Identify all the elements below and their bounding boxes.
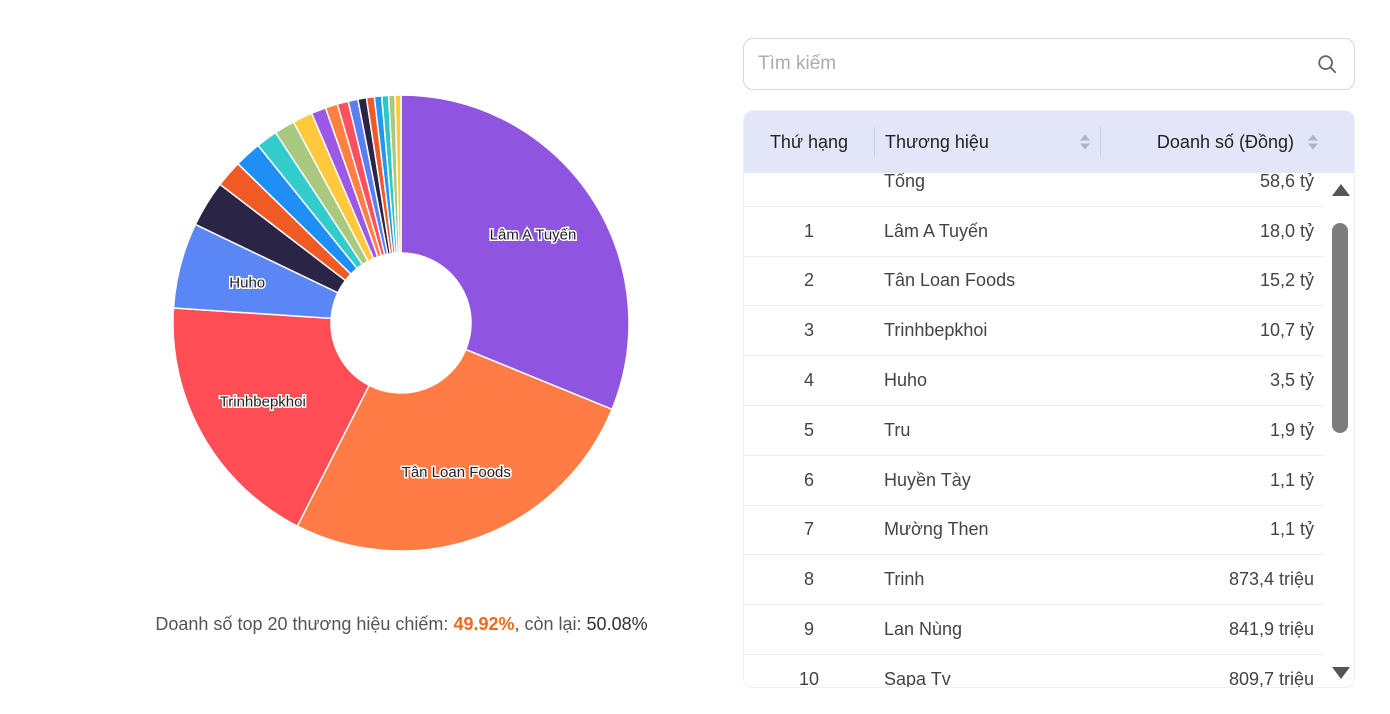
cell-rank: 4 <box>803 370 814 391</box>
sort-icon[interactable] <box>1080 134 1090 150</box>
summary-prefix: Doanh số top 20 thương hiệu chiếm: <box>155 614 454 634</box>
slice-label: Lâm A Tuyến <box>490 226 577 243</box>
scroll-up-arrow-icon[interactable] <box>1332 184 1350 196</box>
cell-sales: 809,7 triệu <box>1228 668 1314 688</box>
cell-sales: 10,7 tỷ <box>1259 320 1314 341</box>
search-icon[interactable] <box>1316 53 1338 75</box>
brand-table: Thứ hạng Thương hiệu Doanh số (Đồng) Tổn… <box>743 110 1355 688</box>
cell-sales: 873,4 triệu <box>1228 569 1314 590</box>
table-row[interactable]: 7 Mường Then 1,1 tỷ <box>744 506 1324 556</box>
table-row[interactable]: 5 Tru 1,9 tỷ <box>744 406 1324 456</box>
column-header-brand[interactable]: Thương hiệu <box>874 127 1100 157</box>
cell-sales: 15,2 tỷ <box>1259 270 1314 291</box>
cell-rank: 5 <box>803 419 814 440</box>
slice-label: Huho <box>229 275 265 292</box>
summary-highlight: 49.92% <box>453 614 515 634</box>
column-header-rank: Thứ hạng <box>744 111 874 173</box>
cell-brand: Lan Nùng <box>884 619 963 640</box>
cell-rank: 3 <box>803 320 814 341</box>
table-row[interactable]: 4 Huho 3,5 tỷ <box>744 356 1324 406</box>
column-header-brand-label: Thương hiệu <box>885 131 989 152</box>
scroll-down-arrow-icon[interactable] <box>1332 667 1350 679</box>
cell-sales: 1,9 tỷ <box>1269 419 1314 440</box>
pie-slice[interactable] <box>394 94 402 254</box>
share-summary: Doanh số top 20 thương hiệu chiếm: 49.92… <box>0 614 803 635</box>
chart-panel: Lâm A Tuyến Tân Loan Foods Trinhbepkhoi Huh… <box>155 94 648 634</box>
cell-brand: Huyền Tày <box>884 469 971 490</box>
table-rows: Tổng 58,6 tỷ 1 Lâm A Tuyến 18,0 tỷ 2 Tân… <box>744 173 1324 688</box>
cell-brand: Sapa Tv <box>884 668 951 688</box>
header-corner <box>1324 111 1354 173</box>
cell-sales: 18,0 tỷ <box>1259 220 1314 241</box>
table-row[interactable]: 3 Trinhbepkhoi 10,7 tỷ <box>744 306 1324 357</box>
pie-slice[interactable] <box>296 348 613 552</box>
table-row[interactable]: 1 Lâm A Tuyến 18,0 tỷ <box>744 207 1324 257</box>
cell-brand: Trinhbepkhoi <box>884 320 988 341</box>
pie-slice[interactable] <box>172 307 371 528</box>
cell-rank: 1 <box>803 220 814 241</box>
summary-middle: , còn lại: <box>514 614 587 634</box>
sort-icon[interactable] <box>1308 134 1318 150</box>
search-input[interactable] <box>758 39 1298 89</box>
column-header-rank-label: Thứ hạng <box>769 131 849 152</box>
cell-sales: 1,1 tỷ <box>1269 469 1314 490</box>
donut-chart: Lâm A Tuyến Tân Loan Foods Trinhbepkhoi Huh… <box>172 94 630 552</box>
search-box[interactable] <box>743 38 1355 90</box>
cell-rank: 7 <box>803 519 814 540</box>
cell-brand: Tân Loan Foods <box>884 270 1016 291</box>
column-header-sales[interactable]: Doanh số (Đồng) <box>1100 127 1324 157</box>
pie-slice[interactable] <box>400 94 630 411</box>
cell-brand: Mường Then <box>884 519 989 540</box>
table-row[interactable]: 6 Huyền Tày 1,1 tỷ <box>744 456 1324 506</box>
table-row[interactable]: 2 Tân Loan Foods 15,2 tỷ <box>744 257 1324 307</box>
cell-brand: Tổng <box>884 173 926 191</box>
cell-rank: 2 <box>803 270 814 291</box>
cell-sales: 3,5 tỷ <box>1269 370 1314 391</box>
table-row[interactable]: 10 Sapa Tv 809,7 triệu <box>744 655 1324 688</box>
table-row[interactable]: 8 Trinh 873,4 triệu <box>744 555 1324 606</box>
cell-brand: Tru <box>884 419 911 440</box>
cell-brand: Huho <box>884 370 928 391</box>
cell-rank: 8 <box>803 569 814 590</box>
slice-label: Tân Loan Foods <box>402 464 511 481</box>
table-body[interactable]: Tổng 58,6 tỷ 1 Lâm A Tuyến 18,0 tỷ 2 Tân… <box>744 173 1324 688</box>
summary-rest: 50.08% <box>586 614 648 634</box>
cell-brand: Trinh <box>884 569 925 590</box>
cell-rank: 6 <box>803 469 814 490</box>
cell-rank: 10 <box>798 668 820 688</box>
vertical-scrollbar[interactable] <box>1324 173 1354 687</box>
cell-rank: 9 <box>803 619 814 640</box>
slice-label: Trinhbepkhoi <box>220 393 306 410</box>
scrollbar-thumb[interactable] <box>1332 223 1348 433</box>
cell-sales: 58,6 tỷ <box>1259 173 1314 191</box>
table-row-total[interactable]: Tổng 58,6 tỷ <box>744 173 1324 207</box>
cell-brand: Lâm A Tuyến <box>884 220 989 241</box>
cell-sales: 1,1 tỷ <box>1269 519 1314 540</box>
column-header-sales-label: Doanh số (Đồng) <box>1156 131 1294 152</box>
table-row[interactable]: 9 Lan Nùng 841,9 triệu <box>744 605 1324 655</box>
cell-sales: 841,9 triệu <box>1228 619 1314 640</box>
table-header: Thứ hạng Thương hiệu Doanh số (Đồng) <box>744 111 1324 173</box>
